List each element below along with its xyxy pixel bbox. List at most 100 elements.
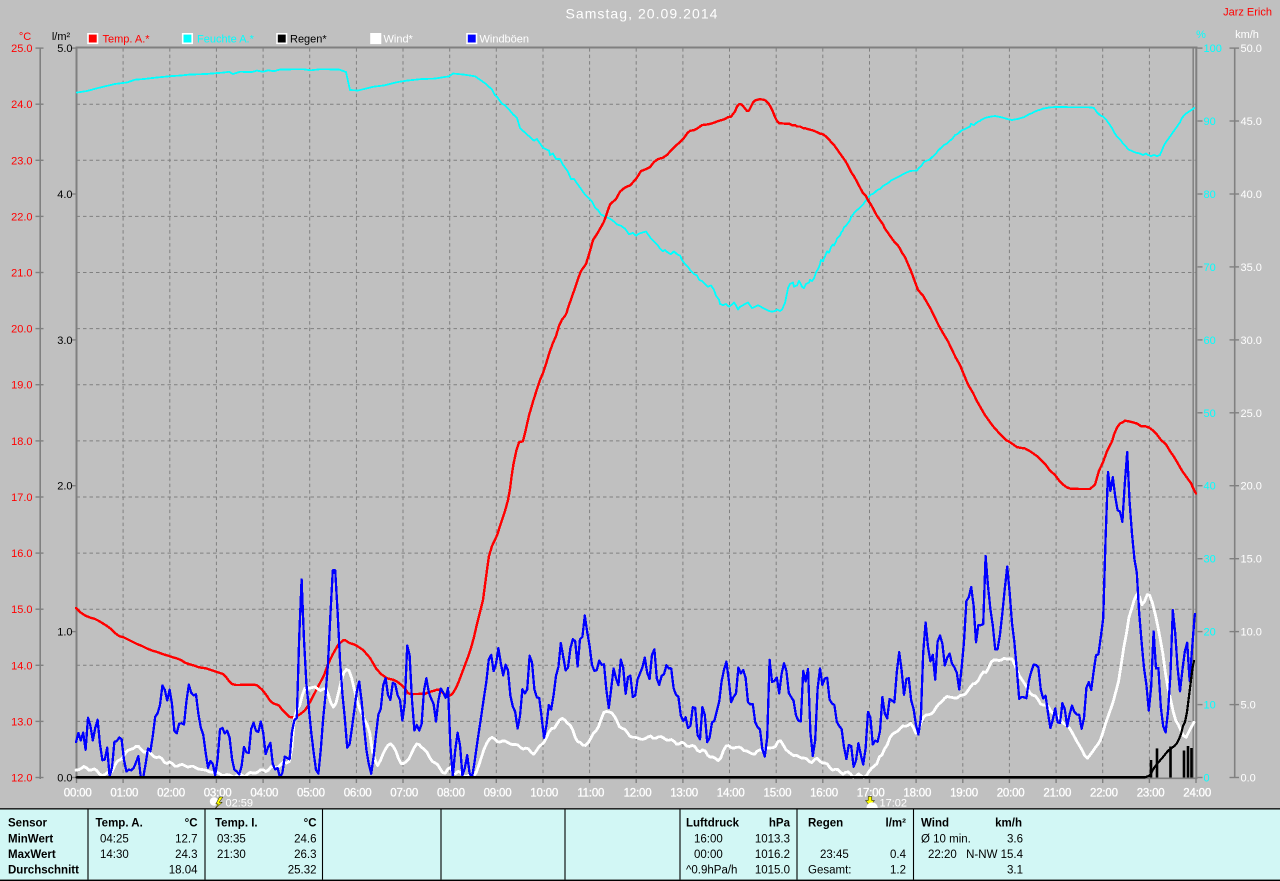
- svg-text:1.0: 1.0: [57, 627, 72, 639]
- svg-text:20.0: 20.0: [1241, 481, 1262, 493]
- svg-text:Regen*: Regen*: [290, 34, 327, 46]
- svg-text:25.32: 25.32: [288, 865, 317, 877]
- svg-text:Luftdruck: Luftdruck: [686, 818, 740, 830]
- svg-text:Wind*: Wind*: [384, 34, 414, 46]
- svg-text:18.0: 18.0: [11, 436, 32, 448]
- svg-text:17:00: 17:00: [857, 787, 885, 799]
- svg-text:1013.3: 1013.3: [755, 834, 790, 846]
- svg-text:20:00: 20:00: [997, 787, 1025, 799]
- svg-text:hPa: hPa: [769, 818, 791, 830]
- svg-text:^0.9hPa/h: ^0.9hPa/h: [686, 865, 737, 877]
- svg-text:60: 60: [1204, 335, 1216, 347]
- svg-text:19:00: 19:00: [950, 787, 978, 799]
- svg-text:40.0: 40.0: [1241, 189, 1262, 201]
- svg-text:24.6: 24.6: [294, 834, 316, 846]
- svg-text:N-NW 15.4: N-NW 15.4: [966, 849, 1023, 861]
- svg-text:Feuchte A.*: Feuchte A.*: [197, 34, 255, 46]
- svg-text:22:00: 22:00: [1090, 787, 1118, 799]
- svg-text:Regen: Regen: [808, 818, 843, 830]
- svg-text:100: 100: [1204, 43, 1222, 55]
- svg-text:14:00: 14:00: [717, 787, 745, 799]
- svg-text:%: %: [1196, 29, 1206, 41]
- svg-text:35.0: 35.0: [1241, 262, 1262, 274]
- svg-text:15.0: 15.0: [1241, 554, 1262, 566]
- svg-text:4.0: 4.0: [57, 189, 72, 201]
- svg-text:12:00: 12:00: [624, 787, 652, 799]
- svg-text:1016.2: 1016.2: [755, 849, 790, 861]
- svg-text:0.4: 0.4: [890, 849, 907, 861]
- svg-text:16.0: 16.0: [11, 548, 32, 560]
- svg-text:15:00: 15:00: [764, 787, 792, 799]
- svg-text:70: 70: [1204, 262, 1216, 274]
- svg-text:50.0: 50.0: [1241, 43, 1262, 55]
- svg-text:Temp. I.: Temp. I.: [215, 818, 258, 830]
- svg-text:Wind: Wind: [921, 818, 949, 830]
- svg-text:0.0: 0.0: [57, 773, 72, 785]
- svg-text:16:00: 16:00: [694, 834, 723, 846]
- svg-text:25.0: 25.0: [11, 43, 32, 55]
- svg-text:Ø 10 min.: Ø 10 min.: [921, 834, 971, 846]
- svg-text:15.0: 15.0: [11, 604, 32, 616]
- svg-text:12.0: 12.0: [11, 773, 32, 785]
- svg-text:°C: °C: [19, 31, 31, 43]
- svg-text:05:00: 05:00: [297, 787, 325, 799]
- svg-text:°C: °C: [304, 818, 317, 830]
- svg-text:04:25: 04:25: [100, 834, 129, 846]
- svg-text:1.2: 1.2: [890, 865, 906, 877]
- svg-text:03:35: 03:35: [217, 834, 246, 846]
- svg-text:21.0: 21.0: [11, 268, 32, 280]
- svg-text:21:00: 21:00: [1043, 787, 1071, 799]
- svg-text:0: 0: [1204, 773, 1210, 785]
- svg-text:18:00: 18:00: [903, 787, 931, 799]
- svg-text:19.0: 19.0: [11, 380, 32, 392]
- svg-text:00:00: 00:00: [64, 787, 92, 799]
- svg-text:Windböen: Windböen: [480, 34, 530, 46]
- svg-text:02:00: 02:00: [157, 787, 185, 799]
- svg-text:23:00: 23:00: [1137, 787, 1165, 799]
- svg-text:3.1: 3.1: [1007, 865, 1023, 877]
- svg-text:24.0: 24.0: [11, 99, 32, 111]
- svg-text:50: 50: [1204, 408, 1216, 420]
- svg-text:Gesamt:: Gesamt:: [808, 865, 851, 877]
- svg-text:°C: °C: [185, 818, 198, 830]
- svg-text:03:00: 03:00: [204, 787, 232, 799]
- svg-text:40: 40: [1204, 481, 1216, 493]
- svg-text:01:00: 01:00: [110, 787, 138, 799]
- svg-text:90: 90: [1204, 116, 1216, 128]
- svg-text:02:59: 02:59: [226, 798, 254, 810]
- svg-text:24.3: 24.3: [175, 849, 197, 861]
- svg-text:22:20: 22:20: [928, 849, 957, 861]
- svg-text:1015.0: 1015.0: [755, 865, 790, 877]
- svg-text:km/h: km/h: [1235, 29, 1259, 41]
- svg-text:26.3: 26.3: [294, 849, 316, 861]
- svg-text:21:30: 21:30: [217, 849, 246, 861]
- svg-text:20.0: 20.0: [11, 324, 32, 336]
- svg-text:14.0: 14.0: [11, 660, 32, 672]
- svg-text:17:02: 17:02: [880, 798, 908, 810]
- svg-text:25.0: 25.0: [1241, 408, 1262, 420]
- svg-text:11:00: 11:00: [577, 787, 604, 799]
- svg-text:Temp. A.*: Temp. A.*: [103, 34, 151, 46]
- svg-text:22.0: 22.0: [11, 211, 32, 223]
- svg-text:12.7: 12.7: [175, 834, 197, 846]
- svg-text:23.0: 23.0: [11, 155, 32, 167]
- svg-text:14:30: 14:30: [100, 849, 129, 861]
- svg-text:08:00: 08:00: [437, 787, 465, 799]
- svg-text:Samstag, 20.09.2014: Samstag, 20.09.2014: [565, 5, 718, 21]
- svg-text:10.0: 10.0: [1241, 627, 1262, 639]
- svg-text:3.0: 3.0: [57, 335, 72, 347]
- svg-text:30: 30: [1204, 554, 1216, 566]
- svg-text:20: 20: [1204, 627, 1216, 639]
- svg-text:Temp. A.: Temp. A.: [96, 818, 143, 830]
- svg-text:10:00: 10:00: [530, 787, 558, 799]
- svg-text:10: 10: [1204, 700, 1216, 712]
- svg-text:0.0: 0.0: [1241, 773, 1256, 785]
- svg-text:Jarz Erich: Jarz Erich: [1223, 7, 1272, 19]
- svg-text:16:00: 16:00: [810, 787, 838, 799]
- svg-text:MinWert: MinWert: [8, 834, 53, 846]
- svg-text:07:00: 07:00: [390, 787, 418, 799]
- svg-text:2.0: 2.0: [57, 481, 72, 493]
- svg-text:45.0: 45.0: [1241, 116, 1262, 128]
- svg-text:24:00: 24:00: [1183, 787, 1211, 799]
- svg-text:l/m²: l/m²: [52, 31, 71, 43]
